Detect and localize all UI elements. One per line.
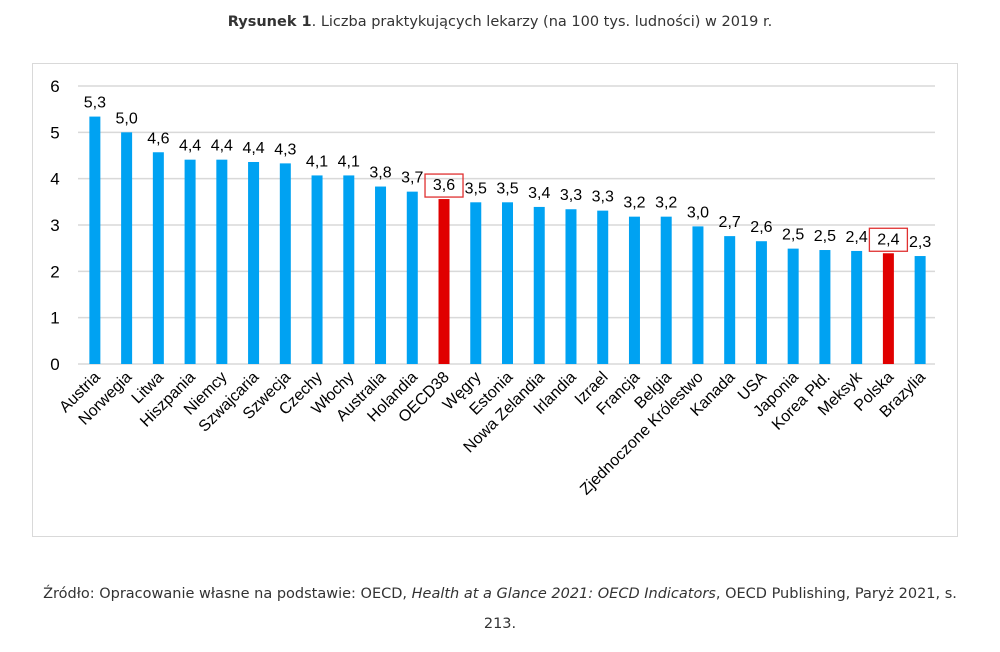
data-label: 3,3 <box>560 187 582 204</box>
chart-frame: 0 1 2 3 4 5 6 5,3 Austria 5,0 Norwegia 4,6 Litwa 4,4 H… <box>32 63 958 537</box>
data-label: 2,4 <box>846 229 868 246</box>
bar-belgia <box>660 216 672 364</box>
y-tick-label: 6 <box>50 77 59 96</box>
data-label: 3,2 <box>655 195 677 212</box>
bar-irlandia <box>565 209 577 364</box>
y-tick-label: 1 <box>50 309 59 328</box>
y-tick-label: 2 <box>50 262 59 281</box>
data-label: 5,3 <box>84 95 106 112</box>
source-title: Health at a Glance 2021: OECD Indicators <box>411 586 716 602</box>
data-label: 3,5 <box>465 180 487 197</box>
data-label: 2,6 <box>750 219 772 236</box>
data-label: 5,0 <box>115 110 137 127</box>
bar-brazylia <box>914 256 926 364</box>
data-label: 3,5 <box>496 180 518 197</box>
bar-kanada <box>724 236 736 364</box>
bar-zjednoczone-królestwo <box>692 226 704 364</box>
bar-szwajcaria <box>248 161 260 364</box>
y-tick-label: 3 <box>50 216 59 235</box>
bar-polska <box>882 253 894 364</box>
bar-izrael <box>597 210 609 364</box>
bar-chart: 01234565,3Austria5,0Norwegia4,6Litwa4,4H… <box>50 77 935 498</box>
bar-japonia <box>787 248 799 364</box>
bar-estonia <box>502 202 513 364</box>
data-label: 3,3 <box>592 189 614 206</box>
source-note: Źródło: Opracowanie własne na podstawie:… <box>0 579 1000 639</box>
source-suffix: , OECD Publishing, Paryż 2021, s. <box>715 586 957 602</box>
data-label: 3,6 <box>433 177 455 194</box>
bar-austria <box>89 116 101 364</box>
data-label: 4,6 <box>147 130 169 147</box>
bar-norwegia <box>121 132 133 364</box>
bar-francja <box>628 216 640 364</box>
bar-włochy <box>343 175 355 364</box>
data-label: 4,4 <box>179 138 201 155</box>
bar-litwa <box>152 152 164 364</box>
data-label: 2,5 <box>782 227 804 244</box>
data-label: 3,0 <box>687 204 709 221</box>
bar-węgry <box>470 202 482 364</box>
data-label: 2,7 <box>719 214 741 231</box>
bar-hiszpania <box>184 159 196 364</box>
bar-niemcy <box>216 159 228 364</box>
bar-szwecja <box>279 163 291 364</box>
data-label: 3,7 <box>401 170 423 187</box>
bar-korea-płd- <box>819 250 831 364</box>
source-prefix: Źródło: Opracowanie własne na podstawie:… <box>43 586 412 602</box>
data-label: 2,5 <box>814 228 836 245</box>
data-label: 4,1 <box>306 153 328 170</box>
source-page: 213. <box>483 616 517 632</box>
data-label: 2,4 <box>877 231 899 248</box>
data-label: 4,3 <box>274 141 296 158</box>
highlight-box <box>424 173 464 198</box>
bar-oecd38 <box>438 199 450 364</box>
highlight-box <box>868 227 909 252</box>
data-label: 2,3 <box>909 234 931 251</box>
bar-australia <box>375 186 387 364</box>
bar-czechy <box>311 175 323 364</box>
data-label: 4,1 <box>338 153 360 170</box>
data-label: 3,4 <box>528 185 550 202</box>
data-label: 4,4 <box>211 138 233 155</box>
figure-label: Rysunek 1 <box>227 14 312 30</box>
figure-title: Rysunek 1. Liczba praktykujących lekarzy… <box>0 14 1000 30</box>
y-tick-label: 5 <box>50 123 59 142</box>
data-label: 4,4 <box>242 140 264 157</box>
bar-nowa-zelandia <box>533 206 545 364</box>
bar-meksyk <box>851 250 863 364</box>
y-tick-label: 4 <box>50 170 59 189</box>
figure-caption: . Liczba praktykujących lekarzy (na 100 … <box>311 14 773 30</box>
y-tick-label: 0 <box>50 355 59 374</box>
bar-holandia <box>406 191 418 364</box>
data-label: 3,2 <box>623 195 645 212</box>
data-label: 3,8 <box>369 165 391 182</box>
bar-usa <box>755 241 767 364</box>
